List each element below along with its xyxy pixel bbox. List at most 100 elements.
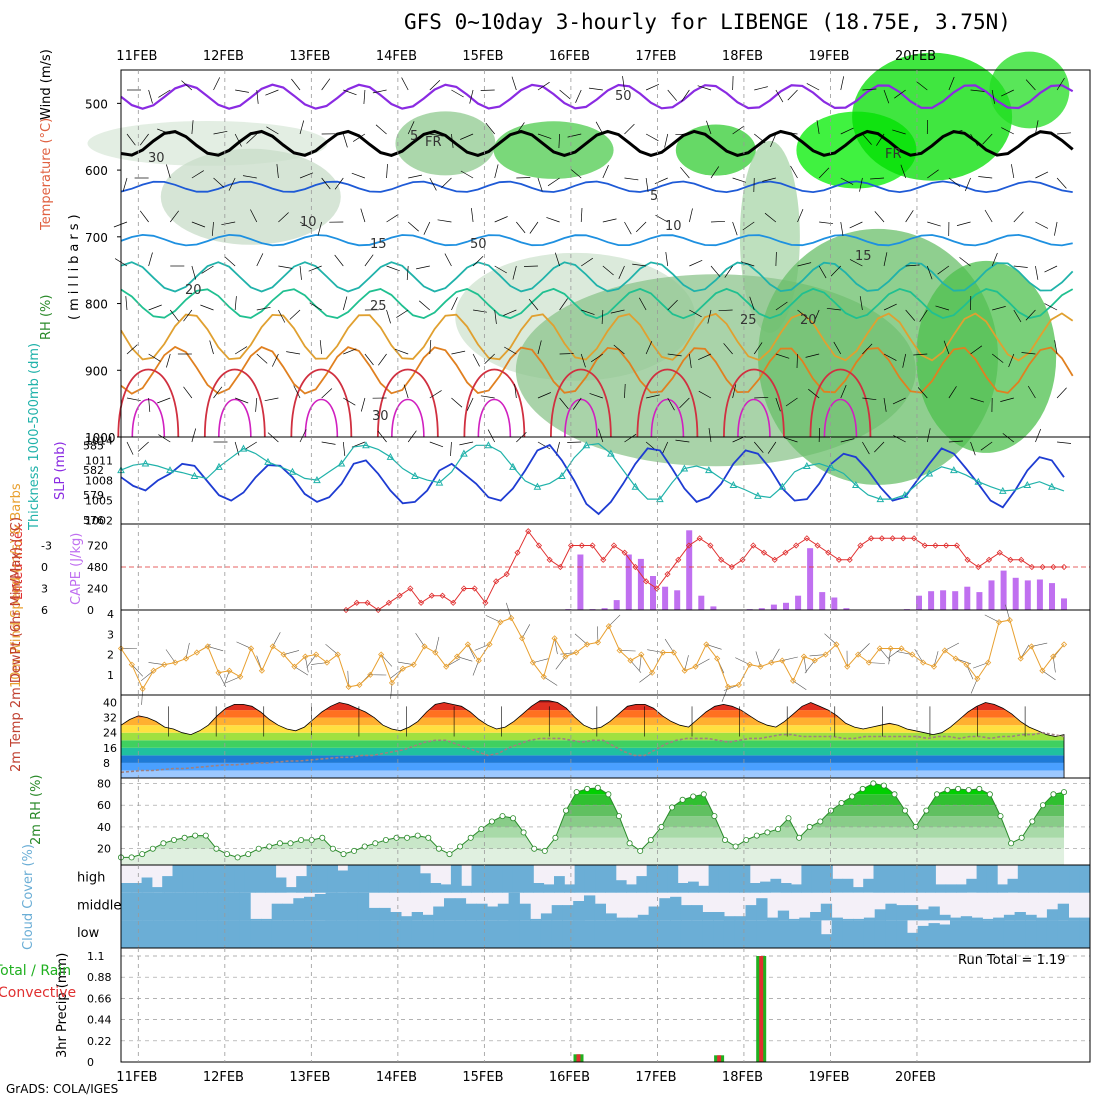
cloud-cell [285, 887, 297, 893]
wind-barb [299, 265, 302, 280]
rh-point [563, 807, 570, 814]
wind-barb [645, 341, 653, 355]
wind-speed-point [898, 645, 905, 652]
cloud-cell [293, 920, 305, 948]
lifted-index-point [975, 563, 982, 571]
cloud-cell [894, 865, 905, 893]
wind-barb [935, 305, 950, 311]
cloud-cell [702, 920, 714, 948]
wind-speed-point [995, 619, 1003, 626]
date-label-bottom: 14FEB [376, 1070, 417, 1085]
rh-point [319, 834, 326, 841]
cloud-cell [174, 892, 187, 921]
footer-credit: GrADS: COLA/IGES [6, 1082, 119, 1096]
cloud-cell [540, 920, 553, 948]
wind-barb [191, 265, 197, 280]
precip-conv-bar [576, 1054, 581, 1062]
wind-barb [824, 633, 837, 645]
wind-barb [754, 133, 766, 144]
cloud-cell [777, 920, 790, 948]
wind-barb [191, 428, 197, 443]
y-axis-label-part: 2m RH (%) [29, 774, 44, 845]
wind-barb [689, 353, 692, 368]
contour-label: FR [425, 135, 442, 150]
lifted-index-point [846, 556, 853, 563]
rh-point [817, 818, 824, 825]
cloud-cell [271, 920, 283, 948]
cloud-cell [502, 865, 514, 893]
wind-barb [624, 221, 632, 235]
cloud-cell [605, 913, 617, 921]
wind-barb [654, 177, 668, 185]
wind-speed-point [453, 653, 461, 660]
cloud-cell [801, 865, 813, 893]
cloud-bg [250, 892, 262, 921]
lifted-index-point [910, 535, 918, 542]
wind-barb [667, 397, 675, 411]
thickness-point [558, 471, 566, 479]
wind-barb [1008, 353, 1015, 368]
cloud-bg [917, 892, 929, 921]
wind-barb [125, 296, 128, 311]
rh-point [329, 845, 336, 852]
wind-barb [883, 397, 887, 412]
cloud-bg [960, 892, 973, 921]
wind-barb [169, 210, 179, 223]
wind-barb [450, 441, 452, 457]
wind-speed-point [1006, 617, 1013, 624]
wind-barb [271, 353, 279, 367]
wind-barb [591, 353, 604, 363]
thickness-point [729, 481, 738, 489]
wind-barb [364, 254, 374, 267]
thickness-point [313, 476, 321, 484]
wind-barb [529, 221, 539, 234]
cloud-bg [702, 892, 714, 921]
cloud-cell [304, 920, 316, 948]
wind-barb [234, 133, 242, 147]
thickness-point [925, 469, 934, 477]
wind-speed-point [670, 649, 677, 656]
cloud-cell [811, 865, 823, 893]
cloud-bg [698, 865, 710, 893]
wind-barb [158, 89, 171, 98]
rh-band [121, 848, 1065, 865]
wind-barb [451, 133, 454, 148]
wind-barb [1005, 604, 1011, 621]
cloud-cell [519, 903, 531, 921]
wind-barb [675, 133, 690, 136]
cloud-bg [540, 892, 553, 921]
wind-barb [984, 614, 1000, 623]
temperature-contour [120, 129, 1074, 157]
cloud-cell [217, 920, 230, 948]
wind-speed-point [768, 659, 775, 666]
rh-band [121, 816, 1065, 827]
y-tick-label: 3 [41, 583, 48, 596]
cloud-cell [239, 892, 251, 921]
wind-barb [429, 339, 432, 355]
wind-barb [624, 433, 637, 443]
wind-speed-point [280, 651, 287, 658]
cloud-cell [993, 917, 1005, 921]
cloud-cell [454, 920, 467, 948]
lifted-index-point [685, 542, 693, 549]
wind-barb [181, 80, 193, 91]
temperature-contour [477, 398, 512, 438]
wind-barb [122, 177, 128, 192]
date-label-top: 17FEB [635, 49, 676, 64]
wind-barb [1056, 387, 1067, 399]
cloud-cell [832, 878, 844, 893]
lifted-index-point [525, 528, 532, 535]
cloud-cell [1017, 865, 1029, 893]
precip-conv-bar [717, 1055, 722, 1062]
cloud-cell [121, 883, 132, 893]
wind-barb [665, 252, 669, 267]
wind-barb [537, 392, 551, 399]
thickness-point [190, 471, 199, 479]
wind-barb [664, 638, 675, 653]
cloud-cell [648, 920, 660, 948]
wind-barb [401, 77, 409, 91]
cloud-cell [945, 884, 957, 893]
wind-barb [689, 208, 693, 223]
y-tick-label: -3 [41, 540, 52, 553]
